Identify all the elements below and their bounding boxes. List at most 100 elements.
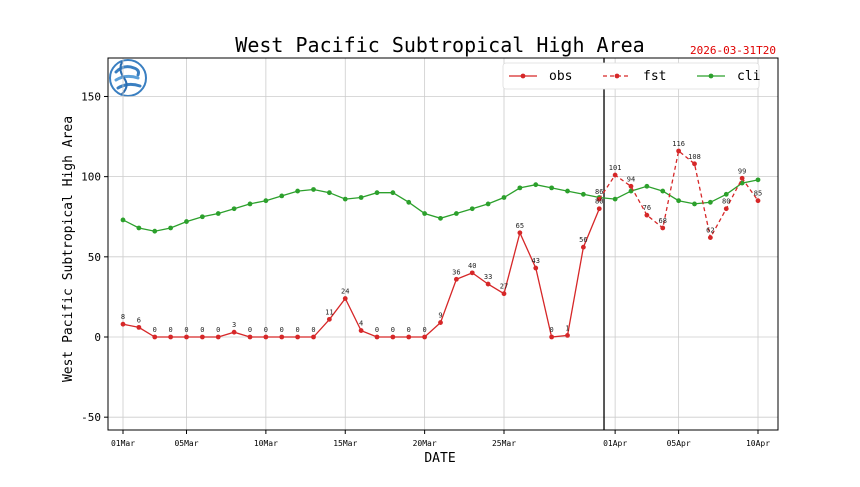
data-point-cli <box>533 182 539 188</box>
data-point-cli <box>263 198 269 204</box>
x-tick-label: 15Mar <box>333 439 357 448</box>
data-point-fst <box>596 196 602 202</box>
data-point-cli <box>469 206 475 212</box>
data-label-fst: 62 <box>706 227 714 235</box>
data-point-cli <box>358 195 364 200</box>
legend-label-cli: cli <box>737 69 760 84</box>
data-point-obs <box>326 316 332 322</box>
data-point-obs <box>422 334 428 340</box>
data-point-cli <box>215 211 221 216</box>
timestamp-label: 2026-03-31T20 <box>690 44 776 57</box>
x-tick-label: 05Mar <box>174 439 198 448</box>
data-point-obs <box>390 334 396 340</box>
data-label-obs: 0 <box>248 326 252 334</box>
data-point-obs <box>549 334 555 340</box>
data-point-fst <box>707 235 713 240</box>
data-point-obs <box>279 334 285 340</box>
data-point-cli <box>501 195 507 200</box>
data-label-obs: 0 <box>216 326 220 334</box>
data-point-cli <box>723 191 729 197</box>
data-point-cli <box>549 185 555 191</box>
x-tick-label: 20Mar <box>413 439 437 448</box>
legend-marker-obs <box>520 73 526 79</box>
data-label-fst: 94 <box>627 175 635 183</box>
data-label-obs: 24 <box>341 288 349 296</box>
data-point-cli <box>231 206 237 212</box>
series-line-obs <box>122 208 600 338</box>
data-label-obs: 33 <box>484 273 492 281</box>
data-label-obs: 0 <box>311 326 315 334</box>
data-point-cli <box>612 196 618 202</box>
data-point-cli <box>422 211 428 216</box>
legend-item-cli: cli <box>697 69 760 84</box>
legend: obs fst cli <box>502 62 760 90</box>
data-point-cli <box>199 214 205 220</box>
data-point-obs <box>184 334 189 340</box>
series-layer <box>120 148 761 340</box>
data-point-cli <box>517 185 523 191</box>
data-point-fst <box>755 198 761 204</box>
data-point-cli <box>692 201 697 207</box>
data-point-cli <box>295 188 301 194</box>
data-label-obs: 65 <box>516 222 524 230</box>
data-label-fst: 80 <box>722 198 730 206</box>
y-axis-label: West Pacific Subtropical High Area <box>61 116 76 382</box>
data-point-cli <box>152 228 158 234</box>
data-point-obs <box>517 230 523 236</box>
data-point-cli <box>644 183 650 189</box>
y-tick-label: 150 <box>81 90 101 103</box>
data-point-obs <box>438 320 443 325</box>
data-point-cli <box>707 199 713 205</box>
series-obs <box>120 206 602 340</box>
data-point-obs <box>453 276 459 282</box>
data-point-obs <box>199 334 205 340</box>
data-point-cli <box>279 193 285 199</box>
data-label-fst: 76 <box>643 204 651 212</box>
data-point-fst <box>739 175 745 181</box>
x-tick-label: 01Apr <box>603 439 627 448</box>
data-label-obs: 43 <box>532 257 540 265</box>
data-label-obs: 8 <box>121 313 125 321</box>
data-point-fst <box>612 172 618 178</box>
data-label-obs: 1 <box>565 324 569 332</box>
data-point-obs <box>580 244 586 250</box>
x-tick-label: 05Apr <box>667 439 691 448</box>
data-point-obs <box>152 334 158 340</box>
data-point-cli <box>660 188 666 194</box>
data-label-obs: 9 <box>438 312 442 320</box>
data-point-obs <box>168 334 174 340</box>
data-point-obs <box>406 334 412 340</box>
data-point-cli <box>565 188 570 194</box>
legend-label-obs: obs <box>549 69 572 84</box>
data-point-obs <box>485 281 491 287</box>
data-point-cli <box>390 190 396 196</box>
data-point-obs <box>533 265 539 271</box>
data-point-cli <box>628 188 634 194</box>
data-point-obs <box>136 324 142 330</box>
data-label-fst: 86 <box>595 188 603 196</box>
y-tick-label: -50 <box>81 411 101 424</box>
data-point-cli <box>136 225 142 231</box>
data-label-fst: 99 <box>738 167 746 175</box>
data-point-obs <box>311 334 316 340</box>
data-label-obs: 6 <box>137 316 141 324</box>
data-label-obs: 40 <box>468 262 476 270</box>
data-label-obs: 4 <box>359 320 363 328</box>
data-point-obs <box>342 296 348 301</box>
data-label-obs: 0 <box>153 326 157 334</box>
data-label-obs: 0 <box>550 326 554 334</box>
y-tick-label: 100 <box>81 171 101 184</box>
data-point-obs <box>469 270 475 276</box>
data-label-fst: 68 <box>659 217 667 225</box>
data-label-obs: 0 <box>184 326 188 334</box>
data-point-obs <box>263 334 269 340</box>
legend-marker-cli <box>708 73 714 79</box>
data-label-obs: 0 <box>169 326 173 334</box>
data-label-obs: 0 <box>264 326 268 334</box>
data-point-obs <box>596 206 602 212</box>
data-point-obs <box>501 291 507 297</box>
data-point-cli <box>406 199 412 205</box>
